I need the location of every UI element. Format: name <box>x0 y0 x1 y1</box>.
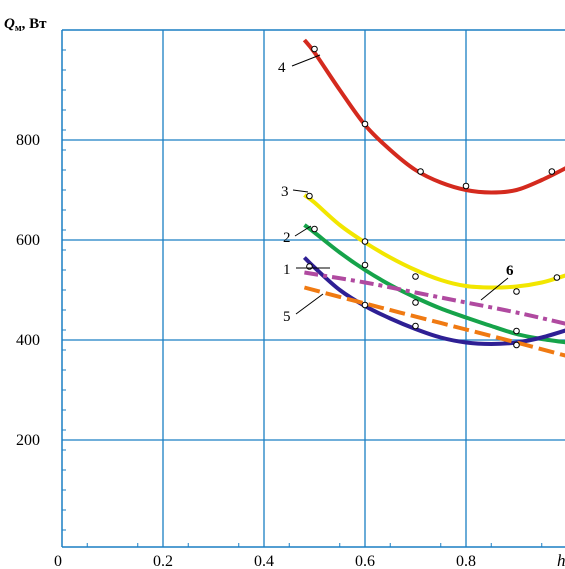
annotation-leader-3 <box>292 189 309 193</box>
data-marker <box>311 225 318 233</box>
data-marker <box>311 45 318 53</box>
data-marker <box>513 341 520 349</box>
annotation-leader-5 <box>295 293 324 315</box>
data-marker <box>462 182 470 190</box>
data-marker <box>306 192 313 200</box>
data-markers <box>306 45 561 349</box>
x-tick-label: 0.2 <box>153 553 173 569</box>
data-marker <box>412 299 419 306</box>
x-tick-label: 0.4 <box>254 553 274 569</box>
data-marker <box>412 273 419 280</box>
y-tick-label: 800 <box>16 132 40 149</box>
annotation-label-1: 1 <box>283 262 291 278</box>
series-lines <box>302 38 565 358</box>
annotation-label-3: 3 <box>281 184 289 200</box>
annotation-label-6: 6 <box>506 263 514 279</box>
annotation-leader-4 <box>291 54 321 67</box>
annotation-label-4: 4 <box>278 60 286 76</box>
data-marker <box>513 327 520 335</box>
x-tick-label: 0 <box>54 553 62 569</box>
data-marker <box>361 238 369 245</box>
annotation-leader-6 <box>480 277 509 301</box>
series-line-6 <box>304 270 565 326</box>
tick-labels: 0 0.2 0.4 0.6 0.8 200 400 600 800 <box>16 132 476 569</box>
series-line-3 <box>303 193 565 290</box>
annotation-label-2: 2 <box>283 230 291 246</box>
annotation-leader-2 <box>294 225 312 237</box>
series-line-5 <box>303 285 565 358</box>
series-line-1 <box>302 256 565 347</box>
annotation-label-5: 5 <box>283 309 291 325</box>
annotations: 4 3 2 1 5 6 <box>278 54 514 325</box>
x-tick-label: 0.8 <box>456 553 476 569</box>
y-tick-label: 600 <box>16 232 40 249</box>
data-marker <box>361 261 369 269</box>
data-marker <box>412 322 419 330</box>
grid <box>62 30 565 547</box>
x-tick-label: 0.6 <box>355 553 375 569</box>
data-marker <box>553 274 561 281</box>
y-axis-label: Qм, Вт <box>4 16 47 34</box>
x-axis-label: h <box>557 551 565 569</box>
data-marker <box>417 168 424 175</box>
series-line-4 <box>302 38 565 195</box>
y-tick-label: 200 <box>16 432 40 449</box>
data-marker <box>361 301 369 309</box>
series-line-2 <box>303 223 565 345</box>
axes <box>61 29 565 548</box>
data-marker <box>513 288 520 295</box>
data-marker <box>548 168 556 175</box>
y-tick-label: 400 <box>16 332 40 349</box>
data-marker <box>361 120 369 128</box>
